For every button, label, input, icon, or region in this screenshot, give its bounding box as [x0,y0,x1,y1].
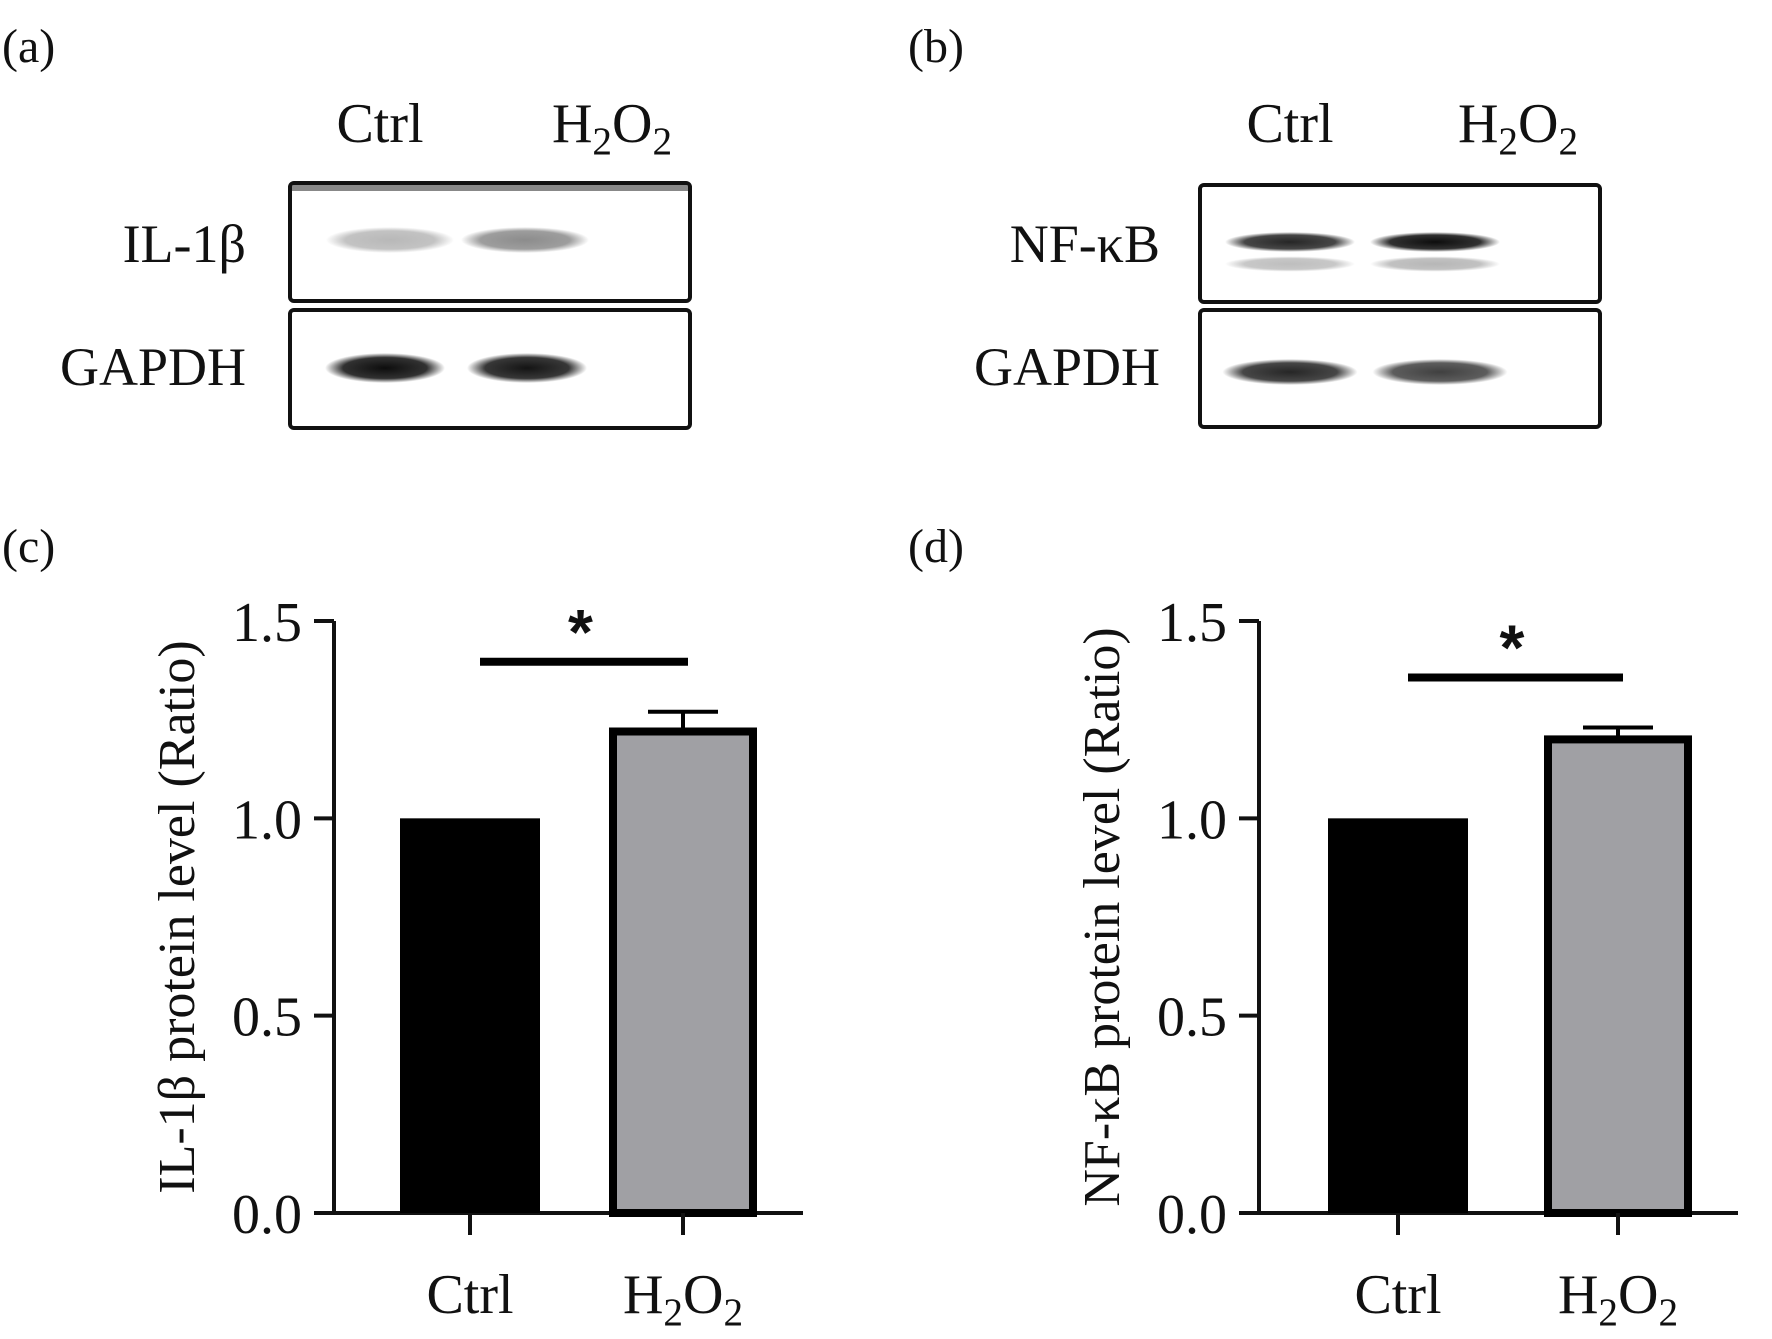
y-tick-label: 1.5 [1157,592,1227,654]
panel-a-blot-1 [288,181,692,303]
x-tick-label-2-mid: O [1618,1264,1658,1326]
x-tick-label-1: Ctrl [1354,1264,1441,1326]
lane-label-2: H2O2 [552,93,672,163]
y-tick-label: 1.0 [232,789,302,851]
x-tick-label-2-base: H [623,1264,663,1326]
blot-band-2 [461,227,589,253]
panel-b: (b) Ctrl H2O2 NF-κB GAPDH [908,20,1602,429]
blot-band-2 [1370,232,1500,252]
y-tick-label: 0.5 [232,987,302,1049]
panel-c-label: (c) [2,520,55,573]
bar-ctrl [1328,818,1468,1213]
blot-band-2 [467,353,587,383]
lane-label-2-sub1: 2 [592,120,612,163]
blot-band-1 [1222,359,1358,385]
lane-label-1: Ctrl [1246,93,1333,155]
lane-label-2: H2O2 [1458,93,1578,163]
panel-b-blot-1 [1198,183,1602,304]
x-tick-label-2-mid: O [683,1264,723,1326]
lane-label-2-sub2: 2 [652,120,672,163]
lane-label-2-mid: O [1518,93,1558,155]
x-tick-label-2-sub1: 2 [663,1291,683,1334]
panel-a-label: (a) [2,20,55,73]
blot-band-2 [1372,359,1508,385]
bar-h2o2 [609,727,757,1217]
y-tick-label: 1.5 [232,592,302,654]
x-tick-label-1: Ctrl [426,1264,513,1326]
panel-b-protein-label-2: GAPDH [974,337,1160,397]
y-tick-label: 0.5 [1157,987,1227,1049]
lane-label-2-sub1: 2 [1498,120,1518,163]
y-tick-label: 0.0 [1157,1184,1227,1246]
x-tick-label-2-sub2: 2 [1658,1291,1678,1334]
x-tick-label-1-base: Ctrl [426,1264,513,1326]
y-tick-label: 0.0 [232,1184,302,1246]
blot-band-1 [325,353,445,383]
significance-star: * [1500,612,1525,684]
y-axis-title: NF-κB protein level (Ratio) [1074,627,1131,1206]
x-tick-label-2-sub1: 2 [1598,1291,1618,1334]
panel-a-protein-label-2: GAPDH [60,337,246,397]
panel-b-protein-label-1: NF-κB [1010,214,1160,274]
lane-label-1: Ctrl [336,93,423,155]
blot-band-1 [1225,232,1355,252]
bar-h2o2 [1544,735,1692,1218]
panel-b-lane-labels: Ctrl H2O2 [1246,93,1578,163]
blot-band-1 [326,227,454,253]
panel-a-lane-labels: Ctrl H2O2 [336,93,672,163]
lane-label-2-base: H [552,93,592,155]
lane-label-2-base: H [1458,93,1498,155]
blot-top-edge [292,185,688,191]
x-tick-label-2: H2O2 [623,1264,743,1334]
x-tick-label-2-base: H [1558,1264,1598,1326]
x-tick-label-2-sub2: 2 [723,1291,743,1334]
x-tick-label-2: H2O2 [1558,1264,1678,1334]
panel-a: (a) Ctrl H2O2 IL-1β GAPDH [2,20,692,430]
lane-label-2-sub2: 2 [1558,120,1578,163]
panel-b-label: (b) [908,20,964,73]
significance-star: * [568,596,593,668]
x-tick-label-1-base: Ctrl [1354,1264,1441,1326]
y-tick-label: 1.0 [1157,789,1227,851]
lane-label-2-mid: O [612,93,652,155]
lane-label-1-base: Ctrl [1246,93,1333,155]
bar-ctrl [400,818,540,1213]
panel-a-protein-label-1: IL-1β [123,214,246,274]
blot-band-2-lower [1370,256,1500,272]
blot-band-1-lower [1225,256,1355,272]
panel-a-blot-2 [288,308,692,430]
panel-d-label: (d) [908,520,964,573]
panel-b-blot-2 [1198,308,1602,429]
lane-label-1-base: Ctrl [336,93,423,155]
y-axis-title: IL-1β protein level (Ratio) [149,640,206,1194]
